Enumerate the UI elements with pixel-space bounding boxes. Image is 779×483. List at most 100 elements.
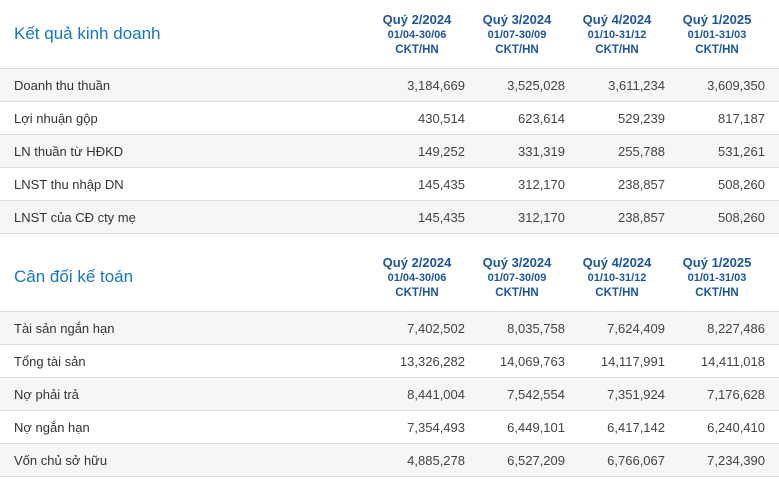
period-label: Quý 3/2024 [482, 254, 552, 270]
table-body: Tài sản ngắn hạn 7,402,502 8,035,758 7,6… [0, 311, 779, 477]
value-cell: 6,240,410 [707, 419, 765, 435]
row-values: 7,402,502 8,035,758 7,624,409 8,227,486 [367, 321, 779, 336]
date-range-label: 01/10-31/12 [587, 271, 647, 284]
table-row: Tài sản ngắn hạn 7,402,502 8,035,758 7,6… [0, 312, 779, 345]
table-row: Vốn chủ sở hữu 4,885,278 6,527,209 6,766… [0, 444, 779, 477]
table-row: Doanh thu thuần 3,184,669 3,525,028 3,61… [0, 69, 779, 102]
audit-basis-label: CKT/HN [695, 43, 739, 56]
column-header: Quý 1/2025 01/01-31/03 CKT/HN [667, 11, 767, 58]
date-range-label: 01/07-30/09 [487, 28, 547, 41]
value-cell: 531,261 [718, 143, 765, 159]
value-cell: 312,170 [518, 176, 565, 192]
column-header: Quý 1/2025 01/01-31/03 CKT/HN [667, 254, 767, 301]
value-cell: 255,788 [618, 143, 665, 159]
value-cell: 312,170 [518, 209, 565, 225]
value-cell: 3,525,028 [507, 77, 565, 93]
value-cell: 8,227,486 [707, 320, 765, 336]
table-row: Lợi nhuận gộp 430,514 623,614 529,239 81… [0, 102, 779, 135]
value-cell: 6,766,067 [607, 452, 665, 468]
date-range-label: 01/04-30/06 [387, 28, 447, 41]
row-values: 4,885,278 6,527,209 6,766,067 7,234,390 [367, 453, 779, 468]
value-cell: 8,441,004 [407, 386, 465, 402]
financial-section: Cân đối kế toán Quý 2/2024 01/04-30/06 C… [0, 243, 779, 477]
row-values: 145,435 312,170 238,857 508,260 [367, 177, 779, 192]
column-headers: Quý 2/2024 01/04-30/06 CKT/HN Quý 3/2024… [367, 254, 779, 301]
row-label: Tổng tài sản [14, 353, 86, 369]
value-cell: 430,514 [418, 110, 465, 126]
audit-basis-label: CKT/HN [495, 43, 539, 56]
financial-section: Kết quả kinh doanh Quý 2/2024 01/04-30/0… [0, 0, 779, 234]
section-title: Kết quả kinh doanh [14, 24, 161, 43]
value-cell: 6,527,209 [507, 452, 565, 468]
period-label: Quý 1/2025 [682, 254, 752, 270]
audit-basis-label: CKT/HN [695, 286, 739, 299]
value-cell: 3,609,350 [707, 77, 765, 93]
value-cell: 145,435 [418, 176, 465, 192]
table-row: LN thuần từ HĐKD 149,252 331,319 255,788… [0, 135, 779, 168]
value-cell: 508,260 [718, 209, 765, 225]
table-body: Doanh thu thuần 3,184,669 3,525,028 3,61… [0, 68, 779, 234]
value-cell: 508,260 [718, 176, 765, 192]
row-label: Tài sản ngắn hạn [14, 320, 115, 336]
row-label: LNST thu nhập DN [14, 176, 124, 192]
row-values: 7,354,493 6,449,101 6,417,142 6,240,410 [367, 420, 779, 435]
row-values: 145,435 312,170 238,857 508,260 [367, 210, 779, 225]
table-row: LNST của CĐ cty mẹ 145,435 312,170 238,8… [0, 201, 779, 234]
row-values: 149,252 331,319 255,788 531,261 [367, 144, 779, 159]
period-label: Quý 1/2025 [682, 11, 752, 27]
value-cell: 7,234,390 [707, 452, 765, 468]
table-row: LNST thu nhập DN 145,435 312,170 238,857… [0, 168, 779, 201]
value-cell: 7,351,924 [607, 386, 665, 402]
column-header: Quý 2/2024 01/04-30/06 CKT/HN [367, 254, 467, 301]
value-cell: 238,857 [618, 176, 665, 192]
period-label: Quý 2/2024 [382, 254, 452, 270]
section-header: Kết quả kinh doanh Quý 2/2024 01/04-30/0… [0, 0, 779, 68]
audit-basis-label: CKT/HN [495, 286, 539, 299]
audit-basis-label: CKT/HN [595, 43, 639, 56]
section-header: Cân đối kế toán Quý 2/2024 01/04-30/06 C… [0, 243, 779, 311]
period-label: Quý 4/2024 [582, 11, 652, 27]
value-cell: 7,542,554 [507, 386, 565, 402]
row-label: Vốn chủ sở hữu [14, 452, 108, 468]
value-cell: 7,354,493 [407, 419, 465, 435]
value-cell: 14,069,763 [499, 353, 565, 369]
value-cell: 13,326,282 [399, 353, 465, 369]
date-range-label: 01/07-30/09 [487, 271, 547, 284]
value-cell: 149,252 [418, 143, 465, 159]
period-label: Quý 4/2024 [582, 254, 652, 270]
audit-basis-label: CKT/HN [595, 286, 639, 299]
value-cell: 817,187 [718, 110, 765, 126]
date-range-label: 01/10-31/12 [587, 28, 647, 41]
row-label: Lợi nhuận gộp [14, 110, 98, 126]
value-cell: 7,176,628 [707, 386, 765, 402]
row-label: Nợ phải trả [14, 386, 79, 402]
period-label: Quý 3/2024 [482, 11, 552, 27]
column-headers: Quý 2/2024 01/04-30/06 CKT/HN Quý 3/2024… [367, 11, 779, 58]
value-cell: 529,239 [618, 110, 665, 126]
date-range-label: 01/01-31/03 [687, 28, 747, 41]
row-values: 430,514 623,614 529,239 817,187 [367, 111, 779, 126]
value-cell: 145,435 [418, 209, 465, 225]
date-range-label: 01/04-30/06 [387, 271, 447, 284]
date-range-label: 01/01-31/03 [687, 271, 747, 284]
table-row: Tổng tài sản 13,326,282 14,069,763 14,11… [0, 345, 779, 378]
row-values: 8,441,004 7,542,554 7,351,924 7,176,628 [367, 387, 779, 402]
row-label: LN thuần từ HĐKD [14, 143, 124, 159]
column-header: Quý 4/2024 01/10-31/12 CKT/HN [567, 11, 667, 58]
audit-basis-label: CKT/HN [395, 43, 439, 56]
column-header: Quý 2/2024 01/04-30/06 CKT/HN [367, 11, 467, 58]
value-cell: 14,411,018 [700, 353, 765, 369]
value-cell: 4,885,278 [407, 452, 465, 468]
row-values: 13,326,282 14,069,763 14,117,991 14,411,… [367, 354, 779, 369]
value-cell: 7,402,502 [407, 320, 465, 336]
table-row: Nợ phải trả 8,441,004 7,542,554 7,351,92… [0, 378, 779, 411]
value-cell: 8,035,758 [507, 320, 565, 336]
value-cell: 6,449,101 [507, 419, 565, 435]
row-label: Nợ ngắn hạn [14, 419, 90, 435]
value-cell: 3,184,669 [407, 77, 465, 93]
value-cell: 238,857 [618, 209, 665, 225]
value-cell: 6,417,142 [607, 419, 665, 435]
column-header: Quý 3/2024 01/07-30/09 CKT/HN [467, 254, 567, 301]
